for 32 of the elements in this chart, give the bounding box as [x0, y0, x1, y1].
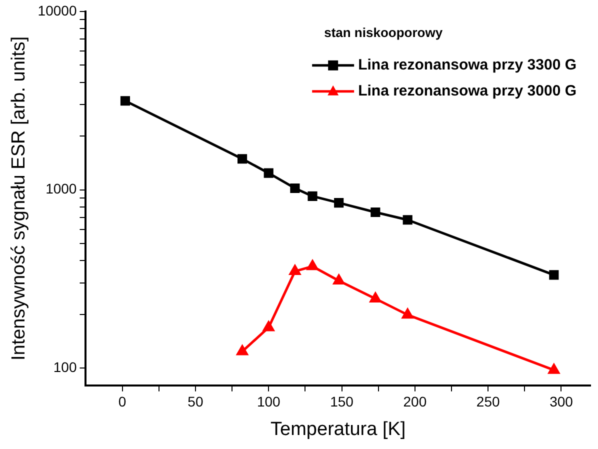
point — [402, 215, 412, 225]
y-tick-label: 10000 — [38, 2, 77, 18]
point — [237, 154, 248, 164]
x-tick-label: 100 — [256, 394, 281, 410]
x-tick-label: 300 — [550, 394, 574, 410]
x-tick-label: 200 — [403, 394, 427, 410]
point — [549, 270, 559, 280]
legend-label: Lina rezonansowa przy 3300 G — [358, 56, 577, 74]
point — [308, 191, 318, 201]
point — [402, 308, 414, 319]
point — [370, 207, 380, 218]
x-tick-label: 50 — [188, 394, 204, 410]
x-axis-title: Temperatura [K] — [270, 418, 406, 440]
point — [334, 198, 344, 208]
point — [333, 274, 344, 284]
x-tick-label: 0 — [118, 394, 126, 410]
point — [263, 321, 274, 332]
point — [370, 292, 382, 302]
point — [120, 96, 130, 106]
point — [548, 364, 560, 374]
point — [236, 345, 248, 356]
point — [290, 183, 300, 194]
y-axis-title: Intensywność sygnału ESR [arb. units] — [8, 36, 30, 361]
y-tick-label: 100 — [53, 358, 77, 375]
x-tick-label: 250 — [476, 394, 500, 410]
y-tick-label: 1000 — [46, 180, 77, 197]
legend-title: stan niskooporowy — [324, 24, 444, 40]
point — [264, 168, 274, 178]
point — [306, 260, 318, 270]
point — [289, 265, 301, 276]
legend-label: Lina rezonansowa przy 3000 G — [358, 82, 577, 100]
x-tick-label: 150 — [330, 394, 354, 410]
